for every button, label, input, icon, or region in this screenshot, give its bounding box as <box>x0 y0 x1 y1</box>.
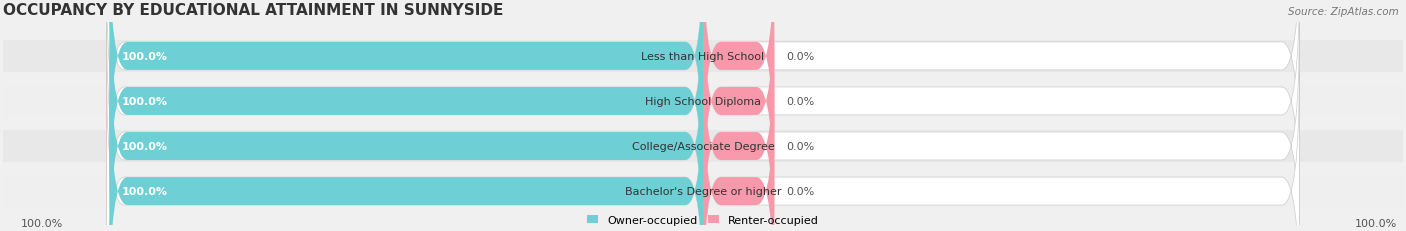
FancyBboxPatch shape <box>703 0 775 222</box>
FancyBboxPatch shape <box>703 70 1299 231</box>
Text: High School Diploma: High School Diploma <box>645 97 761 106</box>
FancyBboxPatch shape <box>110 26 703 231</box>
Text: 0.0%: 0.0% <box>786 97 814 106</box>
Text: 100.0%: 100.0% <box>1355 218 1398 228</box>
FancyBboxPatch shape <box>110 70 703 231</box>
FancyBboxPatch shape <box>703 0 775 177</box>
FancyBboxPatch shape <box>107 0 703 222</box>
Text: 100.0%: 100.0% <box>121 141 167 151</box>
FancyBboxPatch shape <box>703 26 775 231</box>
Text: Source: ZipAtlas.com: Source: ZipAtlas.com <box>1288 7 1399 17</box>
FancyBboxPatch shape <box>703 26 1299 231</box>
FancyBboxPatch shape <box>3 131 1403 162</box>
Legend: Owner-occupied, Renter-occupied: Owner-occupied, Renter-occupied <box>582 210 824 229</box>
FancyBboxPatch shape <box>3 86 1403 117</box>
FancyBboxPatch shape <box>107 70 703 231</box>
FancyBboxPatch shape <box>3 41 1403 72</box>
FancyBboxPatch shape <box>110 0 703 222</box>
Text: 100.0%: 100.0% <box>121 186 167 196</box>
FancyBboxPatch shape <box>703 0 1299 222</box>
FancyBboxPatch shape <box>107 26 703 231</box>
FancyBboxPatch shape <box>703 0 1299 177</box>
Text: Bachelor's Degree or higher: Bachelor's Degree or higher <box>624 186 782 196</box>
Text: OCCUPANCY BY EDUCATIONAL ATTAINMENT IN SUNNYSIDE: OCCUPANCY BY EDUCATIONAL ATTAINMENT IN S… <box>3 3 503 18</box>
Text: 100.0%: 100.0% <box>121 97 167 106</box>
FancyBboxPatch shape <box>110 0 703 177</box>
Text: 0.0%: 0.0% <box>786 141 814 151</box>
Text: College/Associate Degree: College/Associate Degree <box>631 141 775 151</box>
Text: 0.0%: 0.0% <box>786 186 814 196</box>
FancyBboxPatch shape <box>107 0 703 177</box>
FancyBboxPatch shape <box>703 70 775 231</box>
Text: Less than High School: Less than High School <box>641 52 765 62</box>
FancyBboxPatch shape <box>3 176 1403 207</box>
Text: 0.0%: 0.0% <box>786 52 814 62</box>
Text: 100.0%: 100.0% <box>21 218 63 228</box>
Text: 100.0%: 100.0% <box>121 52 167 62</box>
